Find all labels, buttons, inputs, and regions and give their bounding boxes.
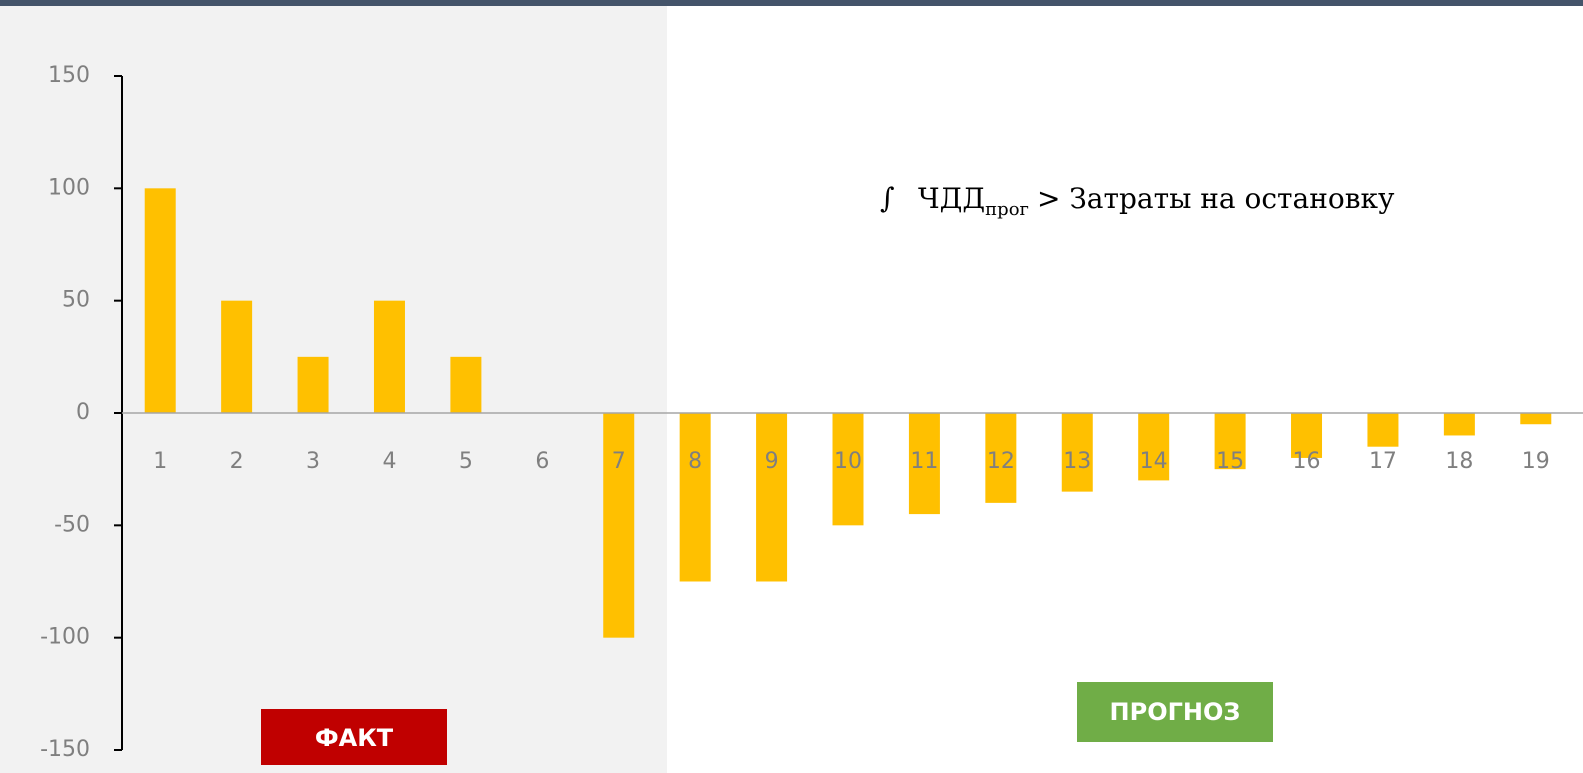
x-tick-label: 10 — [834, 449, 862, 474]
x-tick-label: 1 — [153, 449, 167, 474]
x-tick-label: 9 — [765, 449, 779, 474]
fact-region — [0, 6, 667, 773]
bar — [221, 300, 253, 413]
x-tick-label: 17 — [1369, 449, 1397, 474]
bar — [144, 188, 176, 413]
x-tick-label: 5 — [459, 449, 473, 474]
formula: ЧДДпрог > Затраты на остановку — [918, 182, 1395, 221]
bar — [985, 413, 1017, 503]
bar — [679, 413, 711, 582]
x-tick-label: 4 — [382, 449, 396, 474]
forecast-box — [1077, 682, 1273, 742]
y-tick-label: -150 — [40, 737, 90, 762]
bar — [832, 413, 864, 526]
x-tick-label: 13 — [1063, 449, 1091, 474]
y-tick-label: -100 — [40, 625, 90, 650]
y-tick-label: 100 — [48, 175, 90, 200]
bar — [603, 413, 635, 638]
bar — [1367, 413, 1399, 447]
top-strip — [0, 0, 1583, 6]
bar — [1061, 413, 1093, 492]
x-tick-label: 12 — [987, 449, 1015, 474]
x-tick-label: 3 — [306, 449, 320, 474]
bar — [1520, 413, 1552, 425]
x-tick-label: 8 — [688, 449, 702, 474]
x-tick-label: 18 — [1445, 449, 1473, 474]
bar — [1291, 413, 1323, 458]
bar — [1138, 413, 1170, 481]
y-tick-label: 50 — [62, 288, 90, 313]
bar — [1214, 413, 1246, 470]
formula-rest: > Затраты на остановку — [1037, 182, 1395, 215]
formula-main: ЧДД — [918, 182, 985, 215]
y-tick-label: -50 — [54, 512, 90, 537]
bar — [373, 300, 405, 413]
bar — [1443, 413, 1475, 436]
forecast-label: ПРОГНОЗ — [1110, 698, 1241, 726]
x-tick-label: 14 — [1140, 449, 1168, 474]
x-tick-label: 15 — [1216, 449, 1244, 474]
x-tick-label: 6 — [535, 449, 549, 474]
bar — [908, 413, 940, 515]
bar — [297, 356, 329, 413]
x-tick-label: 16 — [1293, 449, 1321, 474]
x-tick-label: 7 — [612, 449, 626, 474]
x-tick-label: 11 — [910, 449, 938, 474]
integral-sign: ∫ — [880, 182, 895, 215]
y-tick-label: 0 — [76, 400, 90, 425]
y-tick-label: 150 — [48, 63, 90, 88]
formula-sub: прог — [985, 199, 1029, 220]
bar — [450, 356, 482, 413]
x-tick-label: 19 — [1522, 449, 1550, 474]
bar — [756, 413, 788, 582]
x-tick-label: 2 — [230, 449, 244, 474]
fact-box — [261, 709, 447, 765]
fact-label: ФАКТ — [315, 724, 394, 752]
